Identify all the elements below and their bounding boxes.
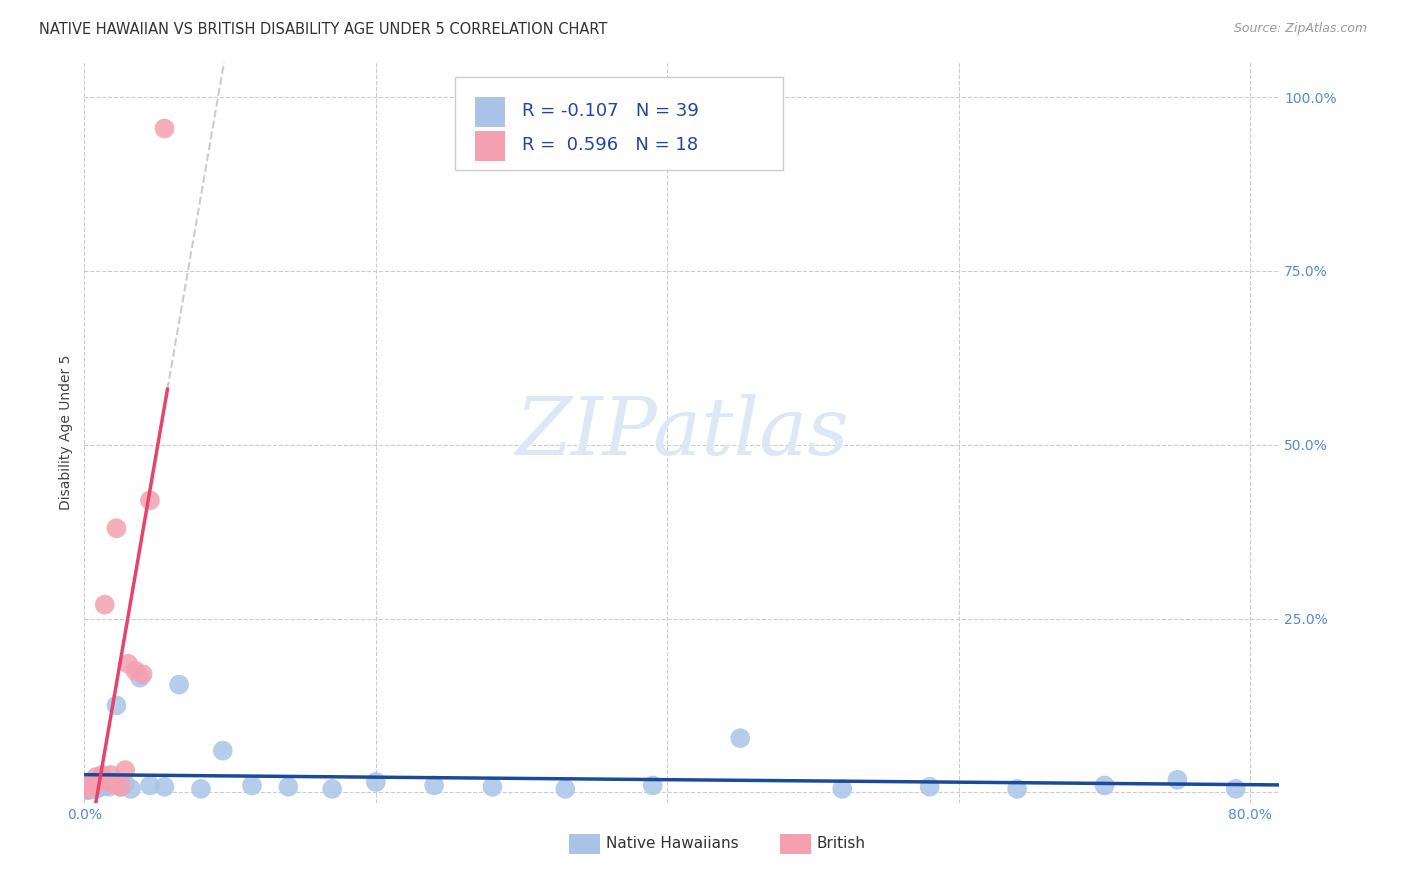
Point [114, 763, 136, 777]
Point [167, 678, 190, 692]
Point [76, 781, 98, 796]
Point [1225, 781, 1247, 796]
Point [554, 781, 576, 796]
Text: Source: ZipAtlas.com: Source: ZipAtlas.com [1233, 22, 1367, 36]
Point [96, 779, 118, 793]
Point [1005, 781, 1028, 796]
Text: NATIVE HAWAIIAN VS BRITISH DISABILITY AGE UNDER 5 CORRELATION CHART: NATIVE HAWAIIAN VS BRITISH DISABILITY AG… [39, 22, 607, 37]
Point [153, 780, 176, 794]
Point [153, 121, 176, 136]
Point [82, 779, 104, 793]
Point [89, 775, 111, 789]
Point [131, 667, 153, 681]
FancyBboxPatch shape [456, 78, 783, 169]
Point [87, 772, 110, 787]
Point [98, 780, 121, 794]
Point [139, 493, 162, 508]
Point [641, 779, 664, 793]
Point [481, 780, 503, 794]
Point [1166, 772, 1188, 787]
Point [728, 731, 751, 746]
Point [423, 779, 446, 793]
Point [84, 770, 107, 784]
Point [83, 779, 105, 793]
Point [124, 664, 146, 678]
Point [105, 521, 128, 535]
Text: Native Hawaiians: Native Hawaiians [606, 837, 738, 851]
Point [211, 744, 233, 758]
Point [79, 777, 101, 791]
Point [84, 781, 107, 796]
Point [82, 781, 104, 796]
Point [117, 657, 139, 671]
Point [240, 779, 263, 793]
Point [831, 781, 853, 796]
Point [190, 781, 212, 796]
Point [364, 775, 387, 789]
Point [101, 775, 124, 789]
Text: British: British [817, 837, 866, 851]
Text: R = -0.107   N = 39: R = -0.107 N = 39 [522, 102, 699, 120]
Point [321, 781, 343, 796]
Point [277, 780, 299, 794]
Point [128, 671, 150, 685]
Point [94, 598, 117, 612]
Point [105, 698, 128, 713]
Point [97, 775, 120, 789]
Point [103, 777, 125, 791]
Point [139, 779, 162, 793]
Text: ZIPatlas: ZIPatlas [515, 394, 849, 471]
Point [120, 781, 142, 796]
Point [1094, 779, 1116, 793]
Point [87, 780, 110, 795]
Point [86, 777, 108, 791]
Point [110, 780, 132, 794]
Bar [475, 131, 505, 161]
Bar [475, 97, 505, 127]
Point [918, 780, 941, 794]
Point [114, 777, 136, 791]
Point [77, 781, 100, 796]
Point [91, 779, 114, 793]
Point [90, 768, 112, 782]
Point [110, 780, 132, 794]
Text: R =  0.596   N = 18: R = 0.596 N = 18 [522, 136, 697, 154]
Point [79, 780, 101, 794]
Y-axis label: Disability Age Under 5: Disability Age Under 5 [59, 355, 73, 510]
Point [80, 782, 103, 797]
Point [100, 768, 122, 782]
Point [76, 783, 98, 797]
